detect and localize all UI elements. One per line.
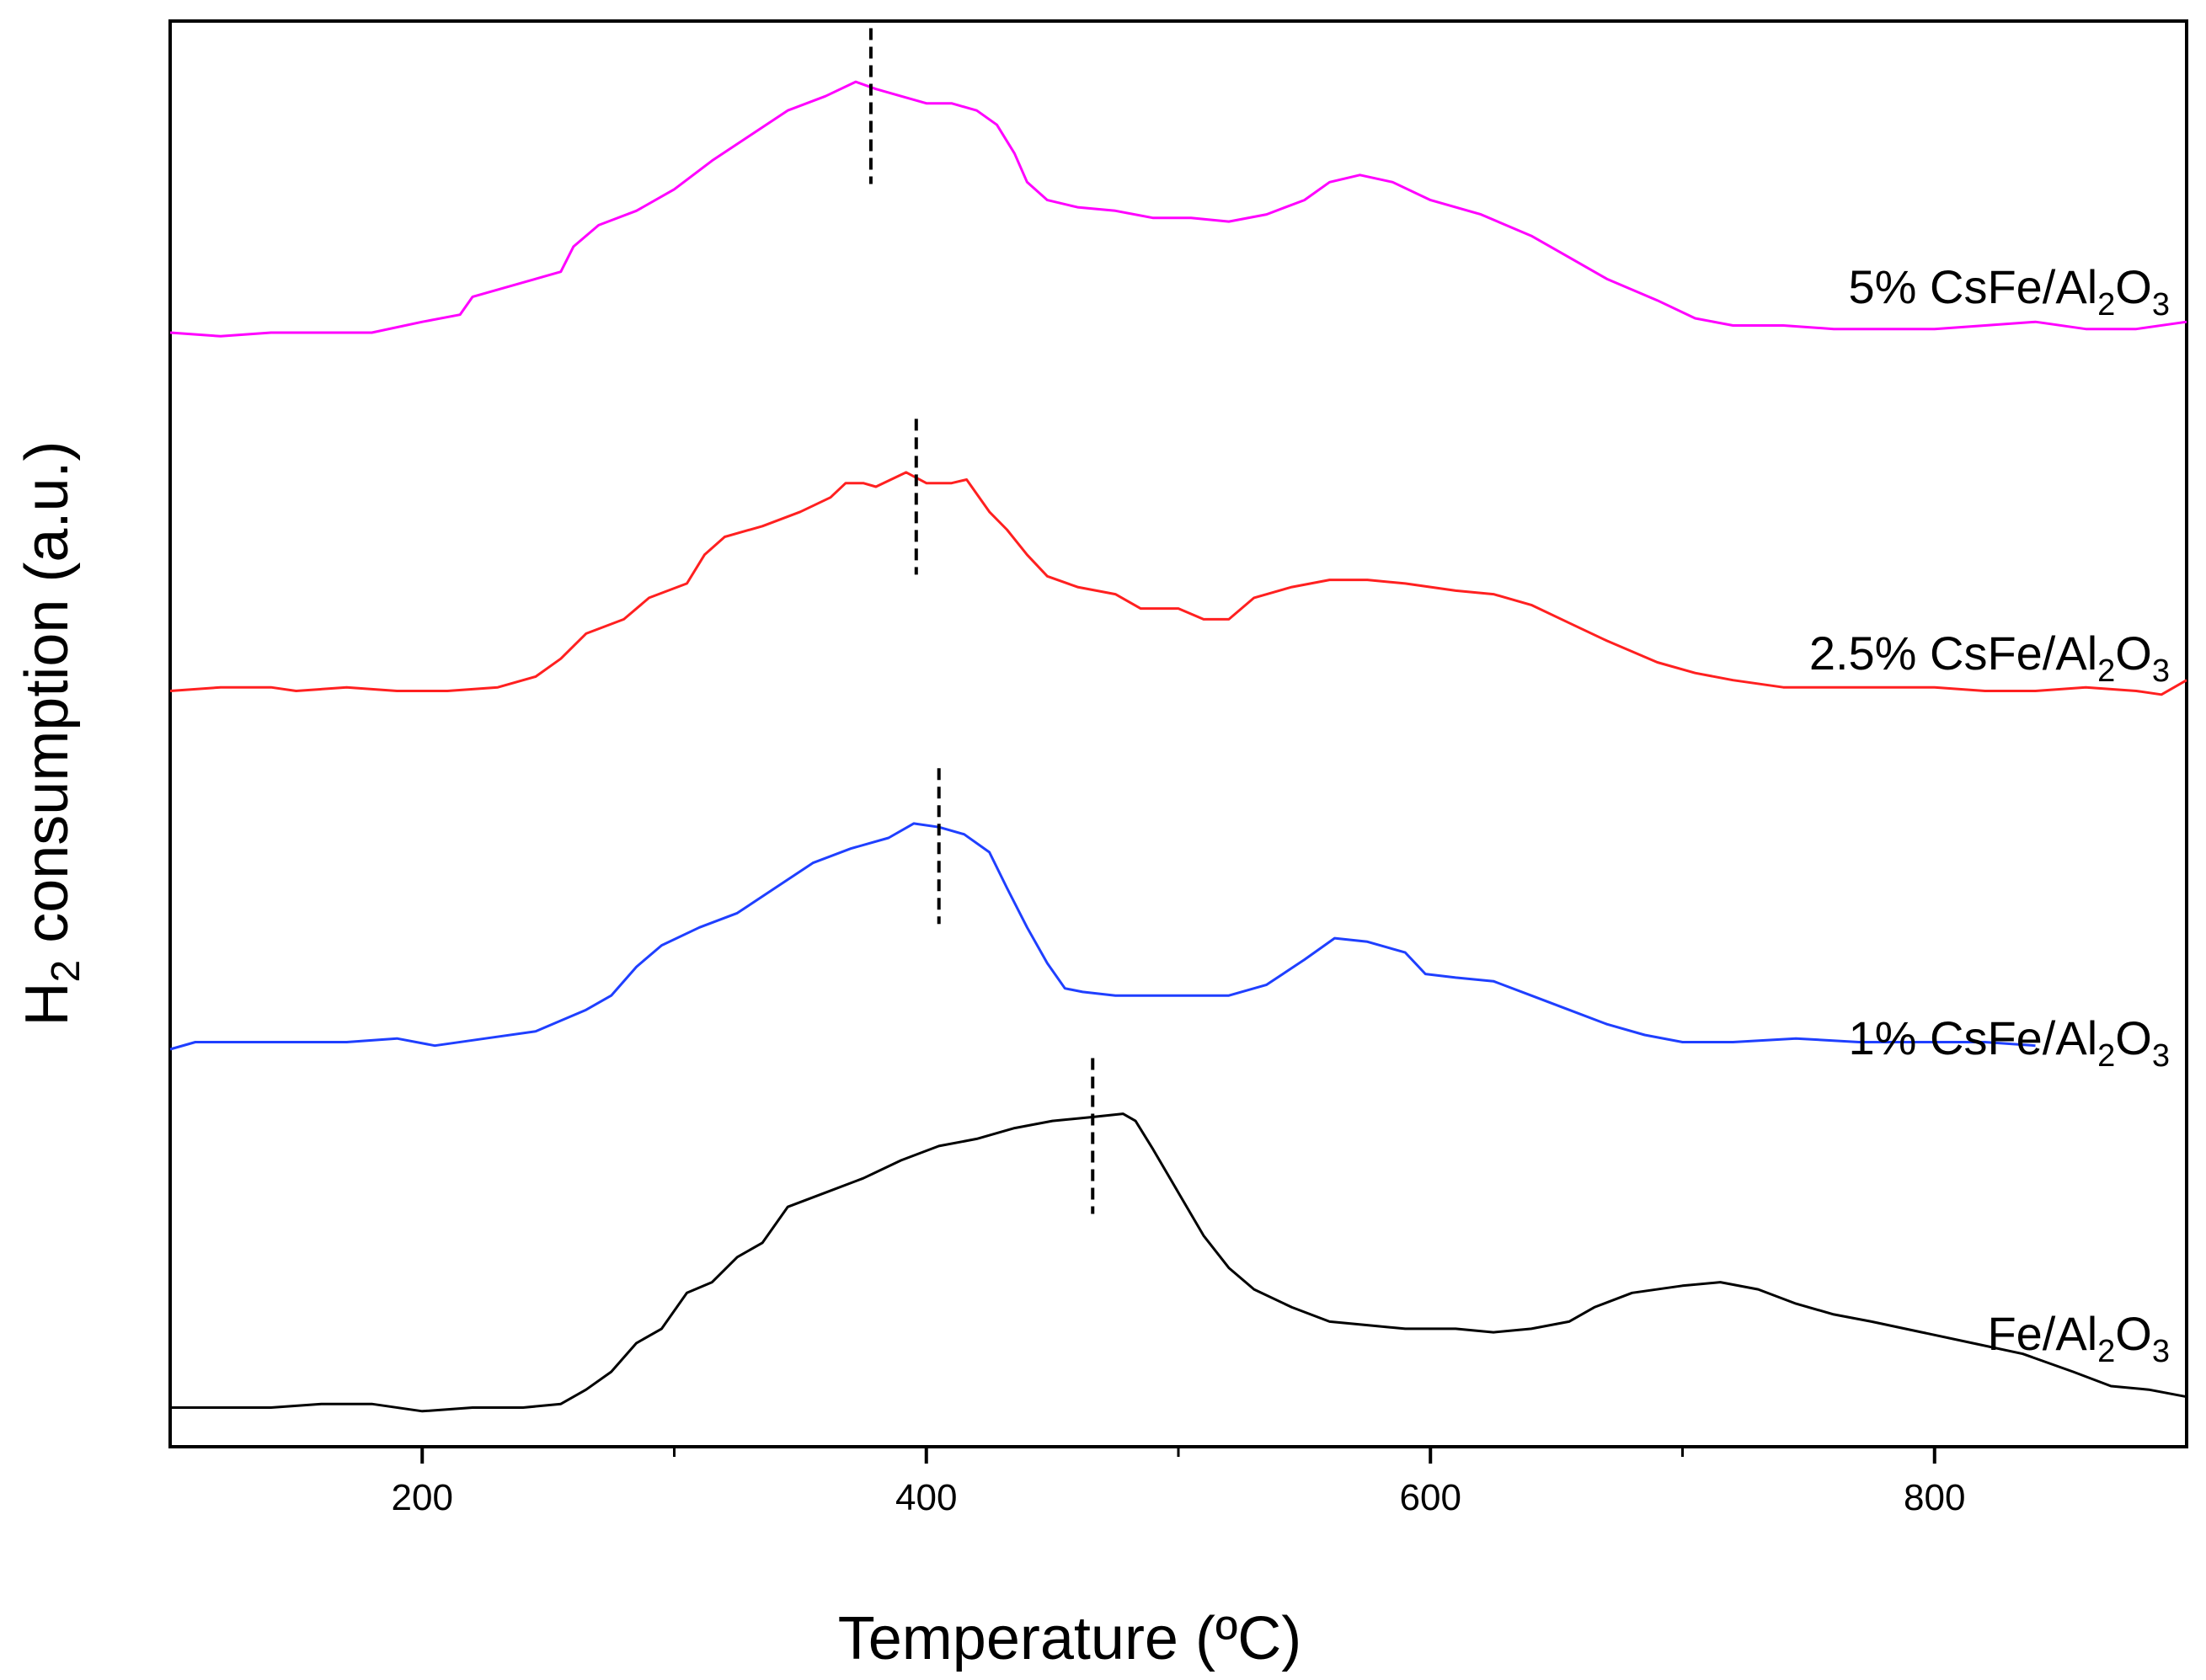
plot-frame [168,19,2188,1448]
series-label-1pct: 1% CsFe/Al2O3 [1849,1011,2170,1074]
x-tick-label: 400 [895,1477,957,1518]
y-axis-title: H2 consumption (a.u.) [13,441,88,1027]
series-label-5pct: 5% CsFe/Al2O3 [1849,260,2170,323]
series-line-2 [169,822,2036,1051]
x-tick-label: 600 [1400,1477,1461,1518]
series-line-0 [169,80,2187,338]
series-line-1 [169,471,2187,696]
x-axis-title: Temperature (ºC) [838,1605,1301,1672]
y-axis-title-rest: consumption (a.u.) [13,441,81,960]
series-label-2p5pct: 2.5% CsFe/Al2O3 [1809,627,2170,689]
x-tick-label: 200 [392,1477,453,1518]
series-label-fe: Fe/Al2O3 [1987,1307,2170,1369]
x-axis-ticks: 200 400 600 800 [392,1447,1965,1518]
series-line-3 [170,1112,2187,1413]
y-axis-title-main: H [13,983,81,1027]
series-layer [169,80,2187,1413]
peak-markers [868,28,1095,1214]
y-axis-title-sub: 2 [44,960,88,983]
x-tick-label: 800 [1904,1477,1965,1518]
